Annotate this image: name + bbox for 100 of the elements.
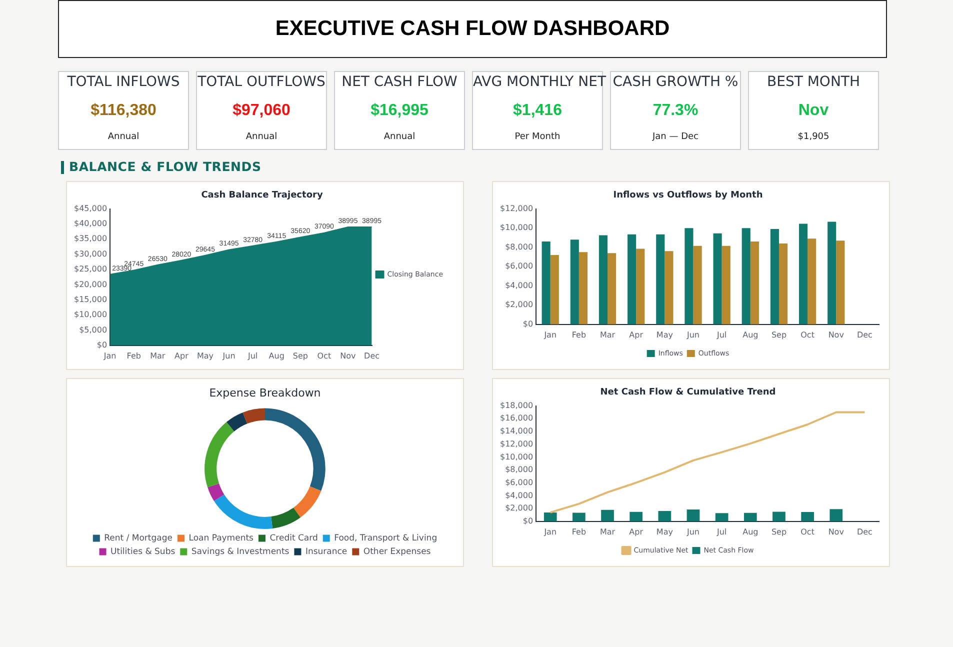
y-tick-label: $5,000: [79, 325, 108, 334]
text: $1,416: [512, 102, 563, 120]
bar: [693, 246, 702, 324]
x-tick-label: May: [656, 330, 674, 340]
legend-label: Food, Transport & Living: [334, 533, 438, 544]
text: Per Month: [514, 132, 562, 142]
legend-label: Savings & Investments: [191, 546, 290, 557]
bar: [836, 240, 845, 324]
bar: [722, 246, 730, 324]
bar: [778, 243, 788, 324]
y-tick-label: $6,000: [505, 262, 534, 271]
x-tick-label: Feb: [572, 527, 586, 536]
bar: [542, 242, 550, 324]
text: 77.3%: [652, 102, 700, 120]
chart-title: Inflows vs Outflows by Month: [613, 190, 763, 201]
x-tick-label: Jan: [102, 351, 116, 360]
bar: [628, 234, 636, 324]
text: $116,380: [90, 102, 158, 120]
text: CASH GROWTH %: [612, 74, 740, 90]
text: NET CASH FLOW: [340, 74, 458, 90]
text: Jan — Dec: [651, 132, 700, 142]
bar: [828, 222, 836, 324]
x-tick-label: Feb: [572, 330, 586, 340]
y-tick-label: $40,000: [74, 219, 108, 228]
legend-label: Other Expenses: [363, 546, 432, 557]
y-tick-label: $10,000: [500, 223, 534, 232]
text: Annual: [382, 132, 416, 142]
x-tick-label: Dec: [856, 527, 872, 536]
x-tick-label: Mar: [150, 351, 166, 360]
bar: [550, 255, 559, 324]
x-tick-label: Aug: [742, 330, 758, 340]
y-tick-label: $2,000: [505, 504, 534, 513]
y-tick-label: $12,000: [500, 439, 534, 448]
text: Nov: [797, 102, 830, 120]
x-tick-label: Oct: [800, 527, 814, 536]
y-tick-label: $0: [522, 516, 534, 526]
x-tick-label: Aug: [268, 351, 284, 360]
x-tick-label: Feb: [126, 351, 141, 360]
text: $16,995: [370, 102, 430, 120]
legend-label: Credit Card: [270, 533, 318, 544]
x-tick-label: May: [196, 351, 214, 360]
text: $97,060: [232, 102, 292, 120]
x-tick-label: Oct: [800, 330, 814, 340]
x-tick-label: Mar: [600, 527, 616, 536]
y-tick-label: $35,000: [74, 234, 108, 244]
chart-title: Expense Breakdown: [209, 386, 321, 400]
x-tick-label: Dec: [364, 351, 380, 360]
y-tick-label: $10,000: [74, 310, 108, 320]
text: TOTAL INFLOWS: [66, 74, 181, 90]
y-tick-label: $6,000: [505, 478, 534, 487]
x-tick-label: Jan: [543, 527, 557, 536]
text: $1,905: [796, 132, 830, 142]
legend-label: Loan Payments: [188, 533, 254, 544]
y-tick-label: $2,000: [505, 300, 534, 310]
x-tick-label: Jul: [246, 351, 258, 360]
y-tick-label: $0: [522, 319, 534, 328]
x-tick-label: Aug: [742, 527, 758, 536]
bar: [750, 242, 759, 324]
bar: [684, 228, 694, 324]
x-tick-label: Nov: [828, 330, 844, 340]
y-tick-label: $45,000: [74, 204, 108, 213]
x-tick-label: Apr: [174, 351, 190, 360]
y-tick-label: $8,000: [505, 242, 534, 252]
bar: [578, 252, 588, 324]
x-tick-label: Nov: [340, 351, 356, 360]
legend-label: Utilities & Subs: [110, 546, 176, 557]
y-tick-label: $15,000: [74, 294, 108, 304]
bar: [636, 248, 645, 324]
text: TOTAL OUTFLOWS: [197, 74, 326, 90]
legend-label: Insurance: [305, 546, 348, 557]
x-tick-label: Apr: [629, 527, 644, 536]
x-tick-label: Mar: [600, 330, 616, 340]
x-tick-label: Jun: [686, 330, 700, 340]
x-tick-label: May: [656, 527, 674, 536]
y-tick-label: $14,000: [500, 426, 534, 436]
bar: [664, 251, 674, 324]
bar: [713, 233, 722, 324]
text: BALANCE & FLOW TRENDS: [61, 159, 361, 174]
x-tick-label: Sep: [771, 527, 787, 536]
chart-title: Net Cash Flow & Cumulative Trend: [600, 388, 776, 398]
y-tick-label: $4,000: [505, 490, 534, 500]
x-tick-label: Dec: [856, 330, 872, 340]
bar: [598, 235, 608, 324]
y-tick-label: $8,000: [505, 465, 534, 474]
text: EXECUTIVE CASH FLOW DASHBOARD: [58, 0, 887, 58]
y-tick-label: $25,000: [74, 264, 108, 274]
x-tick-label: Nov: [828, 527, 844, 536]
bar: [808, 238, 816, 324]
legend-label: Rent / Mortgage: [104, 533, 173, 544]
y-tick-label: $30,000: [74, 249, 108, 258]
x-tick-label: Jul: [716, 330, 727, 340]
y-tick-label: $12,000: [500, 204, 534, 213]
bar: [608, 253, 616, 324]
text: Annual: [244, 132, 278, 142]
x-tick-label: Apr: [629, 330, 644, 340]
x-tick-label: Oct: [317, 351, 332, 360]
bar: [656, 234, 665, 324]
x-tick-label: Jul: [716, 527, 727, 536]
bar: [742, 228, 750, 324]
y-tick-label: $16,000: [500, 414, 534, 423]
